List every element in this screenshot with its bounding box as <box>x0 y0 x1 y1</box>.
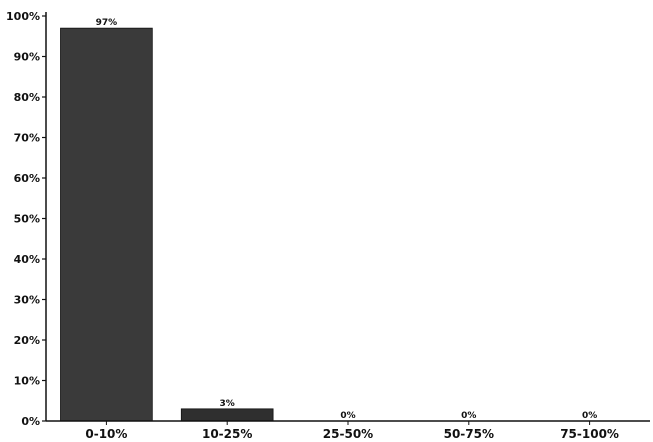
data-label: 0% <box>340 411 355 421</box>
x-axis: 0-10% 10-25% 25-50% 50-75% 75-100% <box>46 420 650 441</box>
y-tick-label: 60% <box>14 172 40 185</box>
y-tick-label: 40% <box>14 253 40 266</box>
y-tick-label: 10% <box>14 375 40 388</box>
x-tick-label: 25-50% <box>323 427 373 441</box>
data-label: 0% <box>582 411 597 421</box>
x-tick-label: 75-100% <box>560 427 619 441</box>
bars <box>60 27 274 422</box>
y-tick-label: 30% <box>14 294 40 307</box>
y-axis: 0% 10% 20% 30% 40% 50% 60% 70% 80% 90% 100% <box>6 10 47 428</box>
x-tick-label: 10-25% <box>202 427 252 441</box>
y-tick-label: 100% <box>6 10 40 23</box>
bar <box>60 27 153 422</box>
y-tick-label: 50% <box>14 213 40 226</box>
data-label: 3% <box>220 399 235 409</box>
y-tick-label: 20% <box>14 334 40 347</box>
y-tick-label: 90% <box>14 51 40 64</box>
data-label: 0% <box>461 411 476 421</box>
x-tick-label: 0-10% <box>85 427 127 441</box>
data-labels: 97% 3% 0% 0% 0% <box>96 18 598 421</box>
y-tick-label: 70% <box>14 132 40 145</box>
bar <box>180 408 274 422</box>
y-tick-label: 80% <box>14 91 40 104</box>
y-tick-label: 0% <box>21 415 40 428</box>
data-label: 97% <box>96 18 118 28</box>
x-tick-label: 50-75% <box>444 427 494 441</box>
